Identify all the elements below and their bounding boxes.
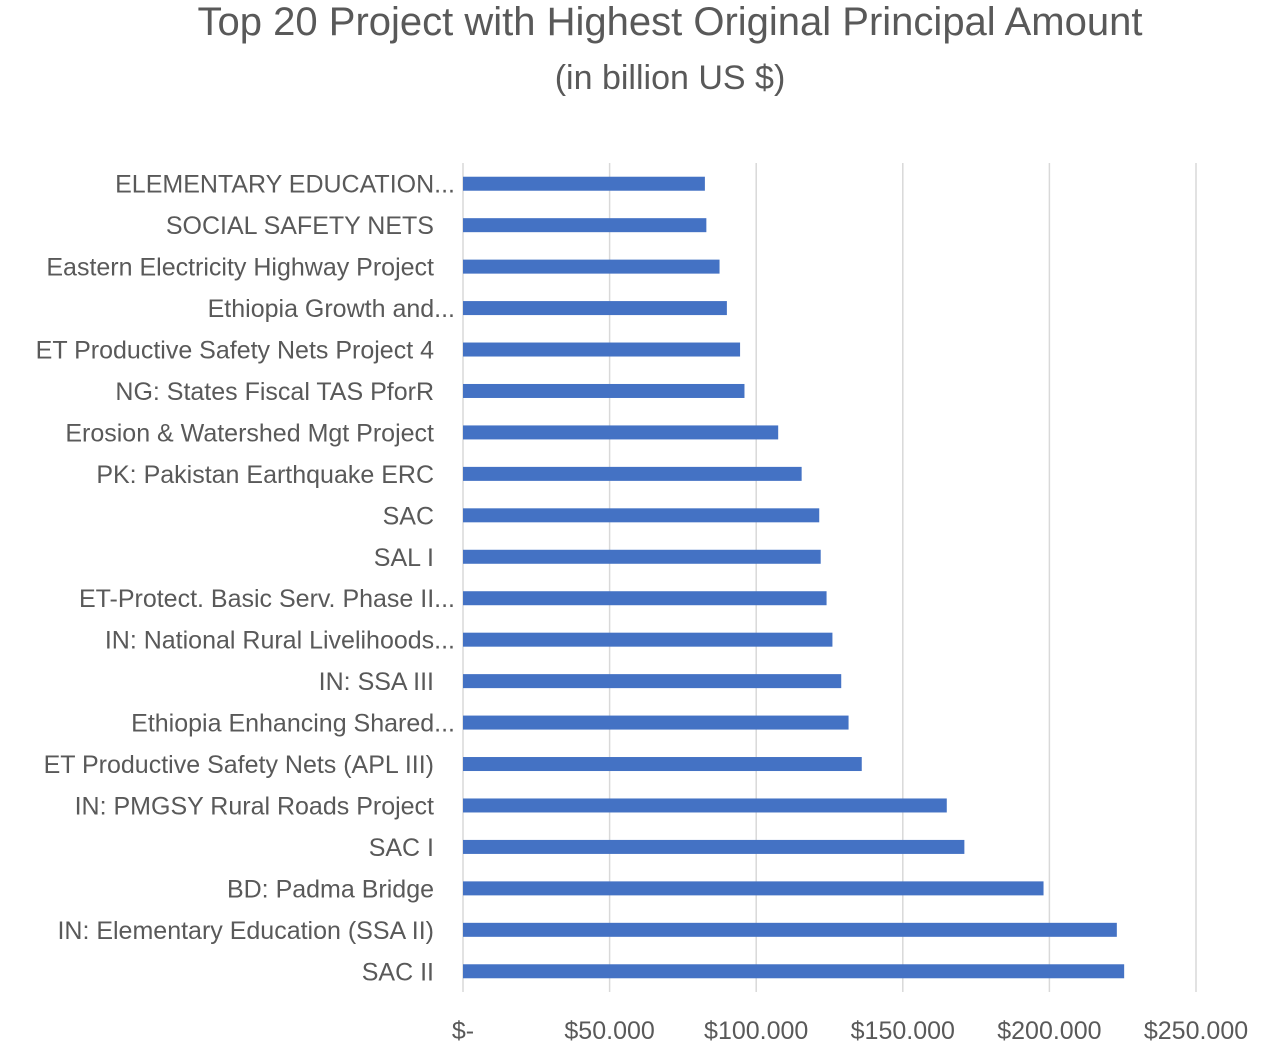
bar — [463, 218, 707, 233]
category-label: NG: States Fiscal TAS PforR — [115, 378, 434, 406]
category-labels: ELEMENTARY EDUCATION... SOCIAL SAFETY NET… — [36, 171, 455, 987]
category-label: Ethiopia Growth and... — [208, 295, 455, 323]
x-tick-label: $250.000 — [1144, 1017, 1248, 1045]
x-tick-label: $50.000 — [564, 1017, 654, 1045]
category-label: ET-Protect. Basic Serv. Phase II... — [79, 585, 455, 613]
category-label: SAL I — [374, 544, 434, 572]
bar — [463, 383, 745, 398]
bar — [463, 591, 827, 606]
category-label: Eastern Electricity Highway Project — [46, 254, 434, 282]
x-tick-label: $200.000 — [997, 1017, 1101, 1045]
category-label: Erosion & Watershed Mgt Project — [65, 419, 434, 447]
x-axis-tick-labels: $- $50.000 $100.000 $150.000 $200.000 $250.00… — [452, 1017, 1248, 1045]
category-label: ET Productive Safety Nets (APL III) — [44, 751, 434, 779]
category-label: IN: PMGSY Rural Roads Project — [75, 792, 434, 820]
bar — [463, 757, 862, 772]
category-label: IN: National Rural Livelihoods... — [105, 627, 455, 655]
category-label: IN: Elementary Education (SSA II) — [57, 917, 434, 945]
category-label: IN: SSA III — [319, 668, 434, 696]
bar — [463, 922, 1117, 937]
bar — [463, 176, 705, 191]
bar — [463, 798, 947, 813]
category-label: SAC — [383, 502, 434, 530]
category-label: SAC I — [369, 834, 434, 862]
bar — [463, 549, 821, 564]
bar — [463, 964, 1125, 979]
bar — [463, 342, 741, 357]
bar — [463, 715, 849, 730]
bar — [463, 881, 1044, 896]
chart-subtitle: (in billion US $) — [554, 59, 786, 97]
category-label: SOCIAL SAFETY NETS — [166, 212, 434, 240]
gridlines — [462, 163, 1197, 992]
category-label: PK: Pakistan Earthquake ERC — [96, 461, 434, 489]
category-label: SAC II — [362, 958, 434, 986]
bar — [463, 632, 833, 647]
bar — [463, 301, 727, 316]
bar — [463, 425, 779, 440]
category-label: ELEMENTARY EDUCATION... — [115, 171, 455, 199]
x-tick-label: $- — [452, 1017, 474, 1045]
bar — [463, 839, 965, 854]
category-label: BD: Padma Bridge — [227, 875, 434, 903]
bar — [463, 259, 720, 274]
category-label: ET Productive Safety Nets Project 4 — [36, 337, 434, 365]
category-label: Ethiopia Enhancing Shared... — [131, 710, 455, 738]
bar — [463, 508, 820, 523]
x-tick-label: $150.000 — [851, 1017, 955, 1045]
bar — [463, 466, 802, 481]
bars — [463, 176, 1125, 979]
chart-title: Top 20 Project with Highest Original Pri… — [197, 0, 1143, 44]
x-tick-label: $100.000 — [704, 1017, 808, 1045]
bar — [463, 674, 842, 689]
